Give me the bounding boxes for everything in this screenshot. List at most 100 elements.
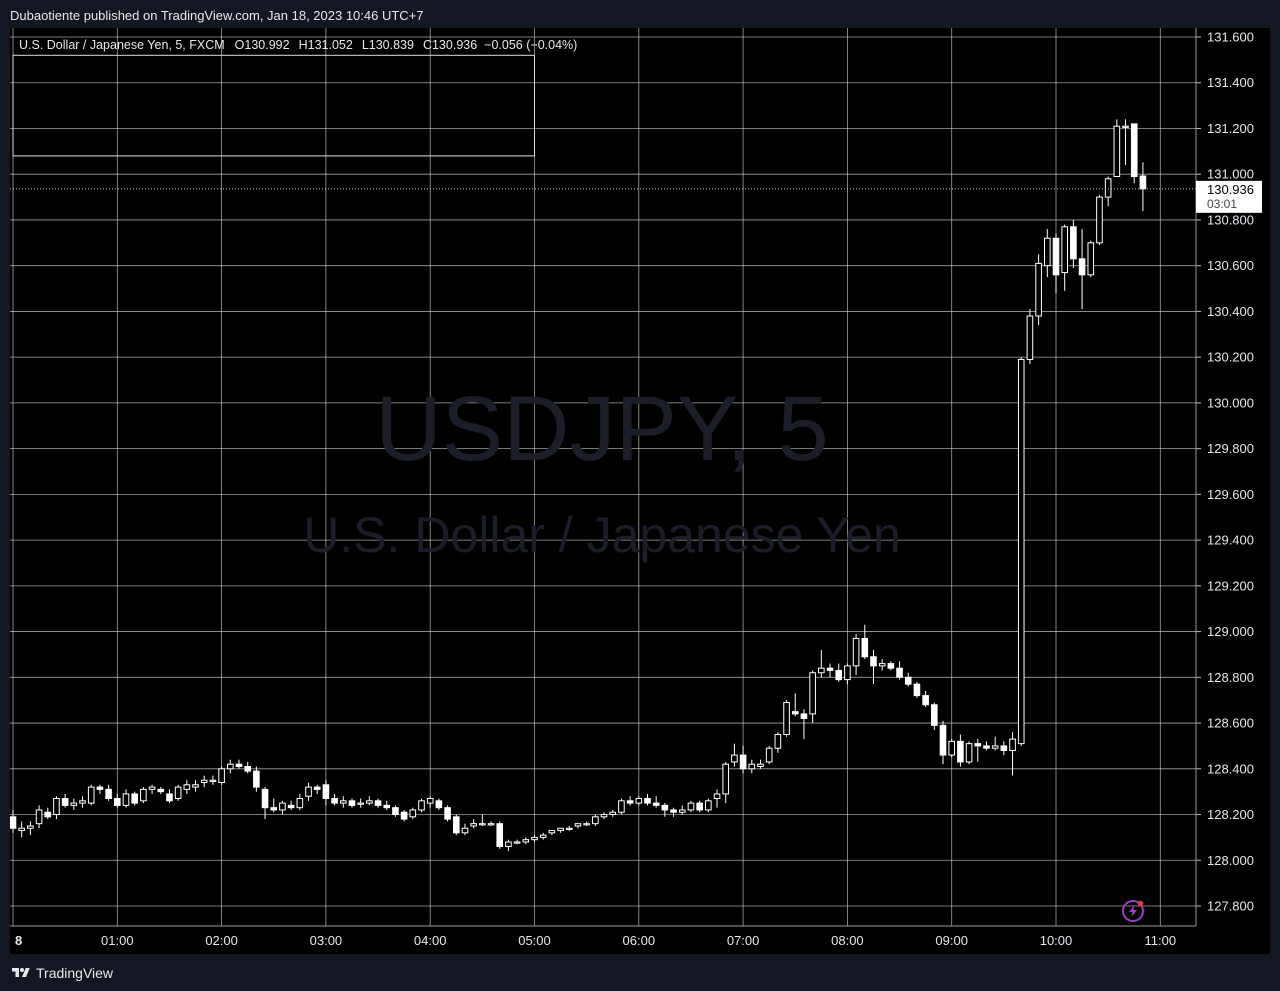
price-label: 129.800 bbox=[1207, 441, 1254, 456]
candle-body-up bbox=[461, 827, 469, 834]
time-axis[interactable]: 8 01:00 02:00 03:00 04:00 05:00 06:00 07:00 08:0… bbox=[10, 925, 1196, 948]
candle-body-down bbox=[444, 807, 451, 820]
price-label: 128.600 bbox=[1207, 716, 1254, 731]
candle-body-up bbox=[583, 823, 590, 826]
candle-body-up bbox=[470, 823, 477, 827]
candle-body-up bbox=[366, 800, 373, 804]
candle-body-down bbox=[61, 798, 69, 806]
candle-body-down bbox=[661, 804, 669, 811]
candle-body-up bbox=[705, 800, 712, 811]
candle-body-down bbox=[922, 695, 929, 706]
candle-body-down bbox=[348, 800, 356, 806]
candlestick-chart[interactable]: USDJPY, 5 U.S. Dollar / Japanese Yen 127… bbox=[10, 28, 1270, 954]
time-label: 10:00 bbox=[1040, 933, 1073, 948]
candle-body-down bbox=[157, 788, 165, 793]
legend-c-label: C bbox=[423, 38, 432, 52]
candle-body-down bbox=[392, 807, 399, 816]
candle-body-down bbox=[10, 816, 17, 829]
legend-o-value: 130.992 bbox=[244, 38, 289, 52]
tradingview-logo-icon[interactable] bbox=[10, 966, 32, 980]
candle-body-up bbox=[226, 763, 234, 770]
price-label: 128.800 bbox=[1207, 670, 1254, 685]
legend-l-label: L bbox=[362, 38, 369, 52]
candle-body-down bbox=[1000, 745, 1008, 751]
candle-body-up bbox=[1009, 738, 1016, 751]
lightning-icon[interactable] bbox=[1122, 900, 1144, 922]
candle-body-down bbox=[496, 823, 504, 848]
candle-body-down bbox=[96, 786, 104, 790]
price-label: 129.000 bbox=[1207, 624, 1254, 639]
price-label: 128.000 bbox=[1207, 853, 1254, 868]
candle-body-down bbox=[253, 770, 260, 788]
legend-h-label: H bbox=[299, 38, 308, 52]
candle-body-up bbox=[592, 816, 599, 825]
candle-body-up bbox=[557, 827, 564, 832]
legend-h-value: 131.052 bbox=[308, 38, 353, 52]
candle-body-down bbox=[670, 809, 677, 813]
price-label: 130.600 bbox=[1207, 258, 1254, 273]
candle-body-down bbox=[696, 802, 703, 811]
candle-body-up bbox=[192, 784, 199, 788]
candle-body-up bbox=[1061, 226, 1068, 274]
price-label: 130.200 bbox=[1207, 350, 1254, 365]
price-label: 131.000 bbox=[1207, 167, 1254, 182]
candle-body-up bbox=[765, 747, 773, 763]
time-label: 02:00 bbox=[205, 933, 238, 948]
legend-change: −0.056 (−0.04%) bbox=[484, 38, 577, 52]
candle-body-down bbox=[374, 800, 382, 806]
price-label: 129.200 bbox=[1207, 578, 1254, 593]
candle-body-down bbox=[861, 637, 869, 658]
candle-body-up bbox=[148, 786, 156, 790]
candle-body-up bbox=[548, 830, 556, 834]
candle-body-down bbox=[870, 656, 877, 667]
candle-body-down bbox=[826, 667, 834, 671]
candle-body-down bbox=[114, 798, 121, 806]
candle-body-up bbox=[418, 800, 425, 811]
candle-body-up bbox=[574, 823, 582, 827]
candle-body-up bbox=[852, 637, 860, 667]
price-label: 127.800 bbox=[1207, 899, 1254, 914]
publish-line: Dubaotiente published on TradingView.com… bbox=[10, 8, 424, 23]
candle-body-up bbox=[609, 811, 617, 816]
candle-body-down bbox=[974, 743, 982, 747]
candle-body-up bbox=[531, 836, 538, 841]
candle-body-up bbox=[774, 733, 782, 749]
candle-body-up bbox=[1096, 196, 1103, 244]
price-axis[interactable]: 127.800 128.000 128.200 128.400 128.600 128.8… bbox=[1195, 28, 1254, 926]
candle-body-down bbox=[1078, 258, 1086, 276]
candle-body-up bbox=[991, 745, 999, 749]
time-label: 06:00 bbox=[623, 933, 656, 948]
footer-brand[interactable]: TradingView bbox=[36, 965, 114, 981]
candle-body-up bbox=[618, 800, 625, 813]
chart-area[interactable]: USDJPY, 5 U.S. Dollar / Japanese Yen 127… bbox=[10, 28, 1270, 954]
price-label: 130.800 bbox=[1207, 212, 1254, 227]
price-label: 128.400 bbox=[1207, 761, 1254, 776]
candle-body-up bbox=[1113, 125, 1121, 177]
candle-body-up bbox=[1026, 315, 1034, 360]
candle-body-down bbox=[1130, 123, 1138, 177]
candle-body-up bbox=[339, 800, 347, 804]
watermark: USDJPY, 5 U.S. Dollar / Japanese Yen bbox=[303, 378, 901, 563]
candle-body-down bbox=[383, 804, 391, 809]
rectangle-drawing[interactable] bbox=[12, 54, 535, 157]
candle-body-down bbox=[1139, 175, 1147, 190]
last-price-badge: 130.936 03:01 bbox=[1196, 180, 1262, 213]
time-label: 05:00 bbox=[518, 933, 551, 948]
candle-body-down bbox=[931, 704, 938, 726]
candle-body-up bbox=[87, 786, 95, 804]
candle-body-up bbox=[783, 701, 790, 735]
ohlc-legend: U.S. Dollar / Japanese Yen, 5, FXCM O130.… bbox=[19, 38, 577, 52]
candle-body-up bbox=[1044, 237, 1051, 267]
price-label: 131.200 bbox=[1207, 121, 1254, 136]
candle-body-up bbox=[200, 779, 208, 784]
candle-body-up bbox=[748, 763, 756, 770]
time-label: 01:00 bbox=[101, 933, 134, 948]
candle-body-down bbox=[913, 683, 921, 697]
watermark-ticker: USDJPY, 5 bbox=[375, 378, 828, 480]
candle-body-up bbox=[565, 827, 573, 830]
candle-body-down bbox=[957, 740, 964, 763]
candle-body-down bbox=[739, 754, 747, 770]
watermark-name: U.S. Dollar / Japanese Yen bbox=[303, 507, 901, 563]
candle-body-up bbox=[1087, 242, 1095, 276]
candle-body-down bbox=[800, 713, 808, 719]
